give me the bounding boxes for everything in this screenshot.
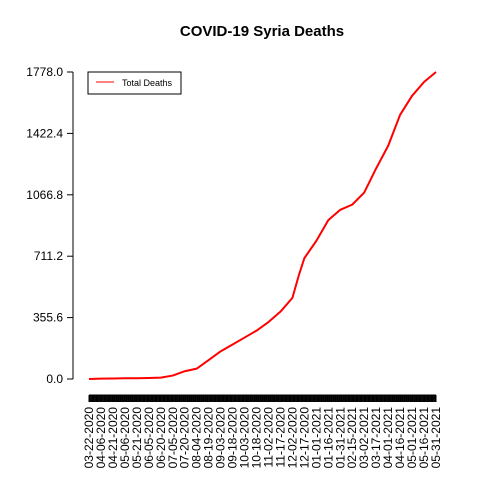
chart-title: COVID-19 Syria Deaths	[180, 23, 344, 40]
x-tick-label: 08-04-2020	[190, 407, 204, 469]
legend-label-total-deaths: Total Deaths	[122, 78, 173, 88]
x-tick-label: 03-17-2021	[369, 407, 383, 469]
x-tick-label: 04-16-2021	[393, 407, 407, 469]
y-tick-label: 355.6	[33, 311, 63, 325]
plot-area	[88, 71, 437, 380]
x-tick-label: 07-20-2020	[178, 407, 192, 469]
x-tick-label: 01-31-2021	[333, 407, 347, 469]
series-line-total-deaths	[88, 71, 437, 380]
x-tick-label: 12-17-2020	[297, 407, 311, 469]
x-axis: 03-22-202004-06-202004-21-202005-06-2020…	[82, 394, 443, 469]
x-tick-label: 01-01-2021	[309, 407, 323, 469]
x-tick-label: 06-05-2020	[142, 407, 156, 469]
x-tick-label: 05-06-2020	[118, 407, 132, 469]
x-tick-label: 03-02-2021	[357, 407, 371, 469]
x-tick-label: 08-19-2020	[202, 407, 216, 469]
y-tick-label: 1066.8	[26, 188, 63, 202]
x-tick-label: 05-31-2021	[429, 407, 443, 469]
x-tick-label: 06-20-2020	[154, 407, 168, 469]
x-tick-label: 05-01-2021	[405, 407, 419, 469]
x-tick-label: 05-21-2020	[130, 407, 144, 469]
x-tick-label: 04-21-2020	[106, 407, 120, 469]
x-tick-label: 04-01-2021	[381, 407, 395, 469]
x-tick-label: 01-16-2021	[321, 407, 335, 469]
x-tick-label: 04-06-2020	[94, 407, 108, 469]
x-tick-label: 05-16-2021	[417, 407, 431, 469]
x-tick-label: 11-17-2020	[273, 407, 287, 468]
y-tick-label: 1778.0	[26, 65, 63, 79]
y-tick-label: 711.2	[34, 249, 63, 263]
x-tick-label: 09-18-2020	[226, 407, 240, 469]
x-tick-label: 10-18-2020	[250, 407, 264, 469]
x-tick-label: 02-15-2021	[345, 407, 359, 469]
x-tick-label: 09-03-2020	[214, 407, 228, 469]
legend: Total Deaths	[87, 71, 182, 95]
x-tick-label: 10-03-2020	[238, 407, 252, 469]
y-tick-label: 1422.4	[26, 126, 63, 140]
x-tick-label: 03-22-2020	[82, 407, 96, 469]
y-tick-label: 0.0	[46, 372, 63, 386]
x-tick-label: 12-02-2020	[285, 407, 299, 469]
y-axis: 0.0 355.6 711.2 1066.8 1422.4 1778.0	[26, 65, 74, 386]
x-tick-label: 11-02-2020	[261, 407, 275, 468]
x-tick-label: 07-05-2020	[166, 407, 180, 469]
legend-box	[87, 71, 182, 95]
